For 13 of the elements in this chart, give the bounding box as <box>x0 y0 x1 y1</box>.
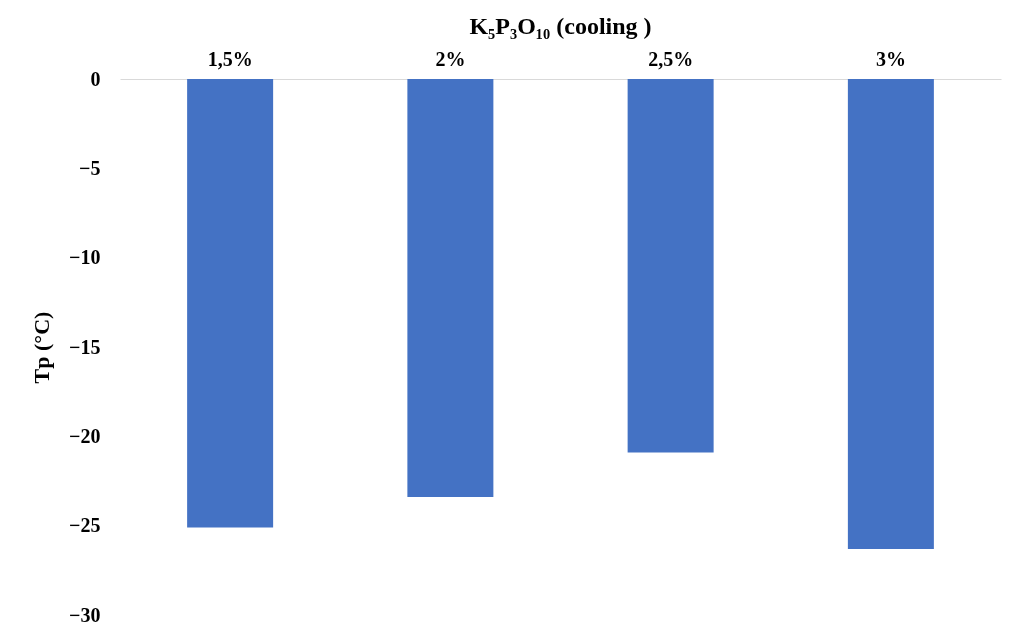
x-tick-label: 1,5% <box>207 47 253 70</box>
y-tick-label: −10 <box>69 246 101 269</box>
chart-title: K₅P₃O₁₀ (cooling ) <box>469 13 652 39</box>
x-tick-label: 2,5% <box>648 47 694 70</box>
y-tick-label: −15 <box>69 335 101 358</box>
y-tick-label: 0 <box>90 67 101 90</box>
y-tick-label: −25 <box>69 514 101 537</box>
x-tick-label: 2% <box>435 47 466 70</box>
x-tick-label: 3% <box>875 47 906 70</box>
y-tick-label: −20 <box>69 424 101 447</box>
y-axis-title: Tp (°C) <box>29 311 55 384</box>
y-tick-label: −5 <box>79 156 101 179</box>
y-tick-label: −30 <box>69 603 101 626</box>
